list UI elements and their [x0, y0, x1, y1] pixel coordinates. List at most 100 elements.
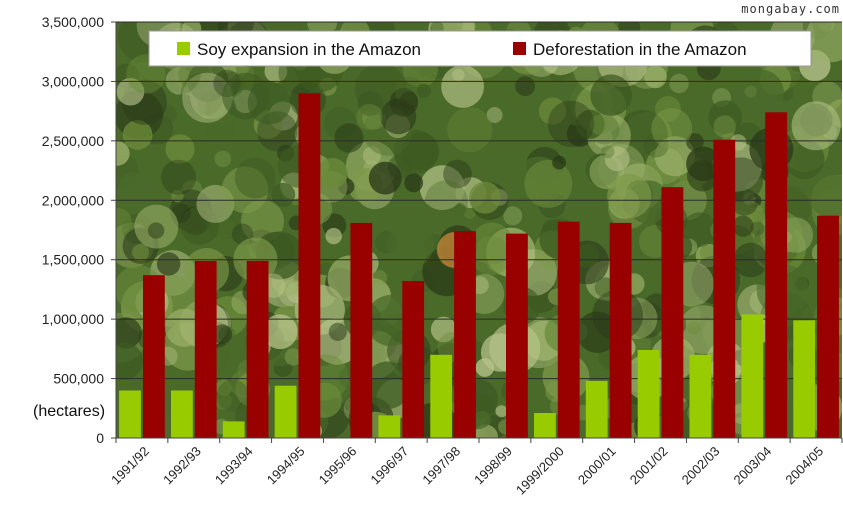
canopy-blob [215, 379, 233, 396]
legend-label-soy: Soy expansion in the Amazon [197, 40, 421, 59]
canopy-blob [700, 245, 716, 261]
canopy-blob [787, 72, 812, 97]
canopy-blob [221, 166, 269, 214]
axes [111, 21, 843, 443]
bar-soy [378, 415, 401, 438]
canopy-blob [171, 189, 184, 203]
x-tick-label: 1999/2000 [513, 444, 567, 498]
canopy-blob [575, 109, 605, 139]
canopy-blob [732, 215, 754, 237]
canopy-blob [116, 208, 132, 235]
canopy-blob [222, 72, 269, 120]
canopy-blob [117, 172, 152, 206]
canopy-blob [122, 120, 153, 150]
canopy-blob [552, 155, 566, 170]
canopy-blob [214, 392, 232, 410]
bar-soy [534, 413, 556, 438]
canopy-blob [515, 76, 535, 96]
canopy-blob [182, 72, 233, 123]
canopy-blob [471, 236, 511, 276]
y-tick-label: 2,500,000 [42, 133, 104, 149]
y-axis-label: (hectares) [33, 403, 105, 420]
canopy-blob [682, 212, 717, 248]
legend-swatch-deforestation [513, 42, 526, 55]
canopy-blob [399, 91, 418, 110]
canopy-blob [356, 103, 383, 131]
bar-soy [793, 320, 816, 438]
y-tick-label: 1,500,000 [42, 252, 104, 268]
x-tick-label: 2003/04 [730, 444, 774, 488]
watermark: mongabay.com [741, 2, 840, 16]
canopy-blob [165, 134, 195, 164]
bar-deforestation [298, 93, 321, 439]
canopy-blob [386, 221, 434, 269]
bar-deforestation [557, 221, 580, 438]
canopy-blob [147, 222, 165, 239]
canopy-blob [538, 97, 567, 125]
canopy-blob [601, 145, 615, 159]
x-tick-label: 2001/02 [627, 444, 671, 488]
canopy-blob [470, 222, 514, 265]
canopy-blob [669, 73, 689, 94]
bar-deforestation [817, 215, 839, 438]
canopy-blob [116, 342, 144, 380]
bar-soy [741, 314, 764, 438]
x-tick-label: 1995/96 [316, 444, 360, 488]
canopy-blob [736, 69, 784, 117]
bars [119, 93, 839, 439]
y-axis-ticks: 0 500,000 1,000,000 1,500,000 2,000,000 2,500… [42, 14, 105, 446]
bar-deforestation [661, 187, 684, 438]
bar-deforestation [143, 275, 165, 438]
canopy-blob [503, 206, 523, 226]
bar-soy [637, 350, 660, 438]
x-tick-label: 1998/99 [471, 444, 515, 488]
canopy-blob [430, 316, 457, 343]
canopy-blob [156, 252, 181, 276]
bar-deforestation [454, 231, 476, 438]
canopy-blob [234, 157, 276, 199]
bar-soy [585, 380, 608, 438]
canopy-blob [271, 182, 296, 207]
bar-soy [171, 390, 193, 438]
bar-deforestation [713, 139, 736, 438]
x-tick-label: 2000/01 [575, 444, 619, 488]
canopy-blob [363, 361, 412, 409]
canopy-blob [644, 65, 667, 89]
legend-label-deforestation: Deforestation in the Amazon [533, 40, 747, 59]
canopy-blob [486, 107, 503, 123]
y-tick-label: 2,000,000 [42, 192, 104, 208]
canopy-blob [791, 101, 841, 151]
canopy-blob [575, 244, 600, 268]
canopy-blob [447, 107, 493, 153]
x-tick-label: 2002/03 [679, 444, 723, 488]
canopy-blob [607, 173, 652, 219]
bar-deforestation [506, 233, 528, 438]
canopy-blob [317, 158, 348, 189]
canopy-blob [116, 77, 145, 106]
canopy-blob [212, 324, 233, 345]
canopy-blob [805, 22, 842, 63]
bar-deforestation [765, 112, 788, 439]
canopy-blob [589, 114, 610, 135]
x-tick-label: 1994/95 [264, 444, 308, 488]
canopy-blob [616, 110, 669, 162]
legend-swatch-soy [177, 42, 190, 55]
legend-box [148, 30, 812, 67]
canopy-blob [547, 100, 595, 147]
bar-deforestation [402, 281, 425, 438]
canopy-blob [524, 159, 573, 208]
canopy-blob [654, 136, 696, 177]
y-tick-label: 0 [96, 430, 104, 446]
canopy-blob [165, 308, 204, 347]
canopy-blob [424, 180, 468, 224]
canopy-blob [655, 96, 681, 122]
bar-soy [274, 385, 297, 438]
legend: Soy expansion in the Amazon Deforestatio… [148, 30, 812, 67]
canopy-blob [419, 165, 465, 211]
canopy-blob [584, 22, 598, 32]
canopy-blob [750, 221, 765, 236]
bar-deforestation [246, 260, 269, 438]
canopy-blob [262, 314, 298, 350]
canopy-blob [160, 159, 197, 195]
